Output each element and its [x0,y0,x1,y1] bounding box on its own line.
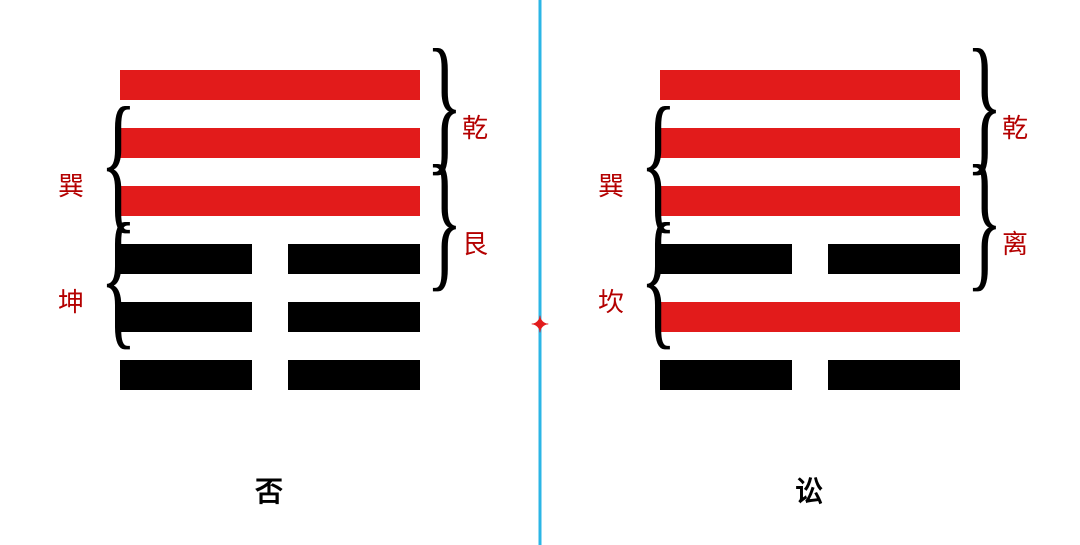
hexagram-line [120,302,420,332]
brace-left-middle-right: } [426,142,463,296]
brace-right-middle-right: } [966,142,1003,296]
hexagram-line [660,70,960,100]
label-left-upper-right: 乾 [462,108,488,145]
label-left-upper-left: 巽 [58,166,84,203]
label-right-middle-right: 离 [1002,224,1028,261]
hexagram-right [660,70,960,390]
hexagram-line [660,244,960,274]
hexagram-line [120,244,420,274]
label-left-lower-left: 坤 [58,282,84,319]
hexagram-right-title: 讼 [795,470,823,510]
label-right-upper-right: 乾 [1002,108,1028,145]
brace-left-lower-left: { [100,200,137,354]
hexagram-left-title: 否 [255,470,283,510]
hexagram-line [120,186,420,216]
label-right-lower-left: 坎 [598,282,624,319]
label-right-upper-left: 巽 [598,166,624,203]
hexagram-line [120,360,420,390]
hexagram-line [660,128,960,158]
label-left-middle-right: 艮 [462,224,488,261]
hexagram-line [660,186,960,216]
center-marker-icon: ✦ [531,314,549,336]
hexagram-line [120,128,420,158]
hexagram-line [660,360,960,390]
hexagram-left [120,70,420,390]
hexagram-line [660,302,960,332]
hexagram-line [120,70,420,100]
center-divider [539,0,542,545]
brace-right-lower-left: { [640,200,677,354]
